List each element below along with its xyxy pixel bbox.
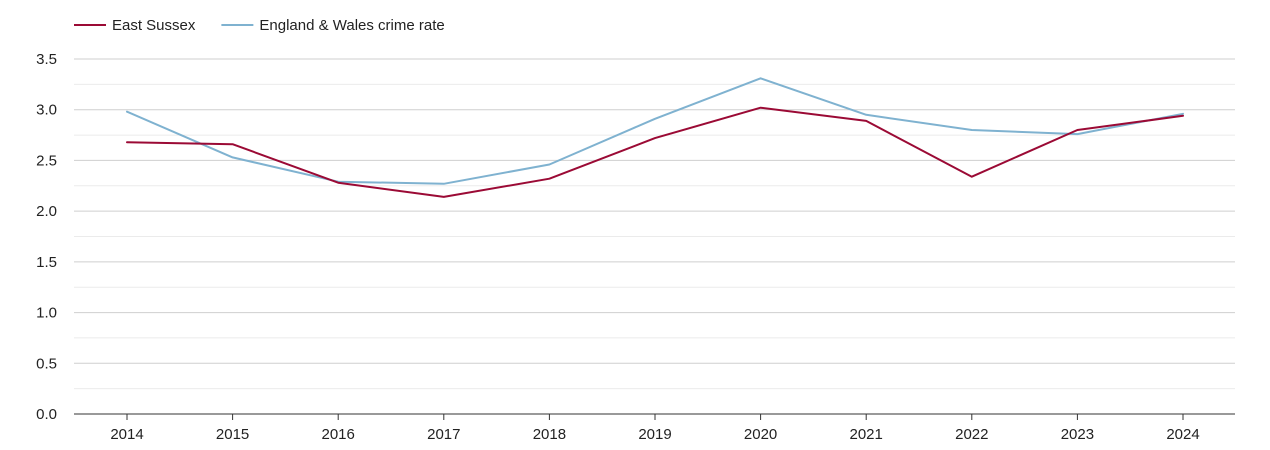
y-tick-label: 1.5 xyxy=(36,254,57,271)
x-tick-label: 2022 xyxy=(955,426,988,443)
y-tick-label: 1.0 xyxy=(36,305,57,322)
x-tick-label: 2019 xyxy=(638,426,671,443)
y-tick-label: 0.5 xyxy=(36,355,57,372)
axis-layer: 0.0 0.5 1.0 1.5 2.0 2.5 3.0 3.5 2014 2015 2016 2017… xyxy=(36,51,1235,443)
grid-layer xyxy=(74,58,1235,390)
y-tick-label: 0.0 xyxy=(36,406,57,423)
x-tick-label: 2023 xyxy=(1061,426,1094,443)
y-tick-label: 2.5 xyxy=(36,152,57,169)
x-tick-label: 2024 xyxy=(1166,426,1199,443)
legend-label-england-wales-crime-rate: England & Wales crime rate xyxy=(259,17,444,34)
series-line-east-sussex xyxy=(126,106,1184,198)
x-tick-label: 2020 xyxy=(744,426,777,443)
x-tick-label: 2021 xyxy=(850,426,883,443)
y-tick-label: 2.0 xyxy=(36,203,57,220)
y-tick-label: 3.0 xyxy=(36,102,57,119)
legend: East Sussex England & Wales crime rate xyxy=(74,17,445,34)
series-layer xyxy=(126,77,1184,198)
x-tick-label: 2016 xyxy=(322,426,355,443)
x-tick-label: 2017 xyxy=(427,426,460,443)
legend-label-east-sussex: East Sussex xyxy=(112,17,196,34)
x-tick-label: 2014 xyxy=(110,426,143,443)
series-line-england-wales-crime-rate xyxy=(126,77,1184,185)
y-tick-label: 3.5 xyxy=(36,51,57,68)
x-tick-label: 2018 xyxy=(533,426,566,443)
x-tick-label: 2015 xyxy=(216,426,249,443)
